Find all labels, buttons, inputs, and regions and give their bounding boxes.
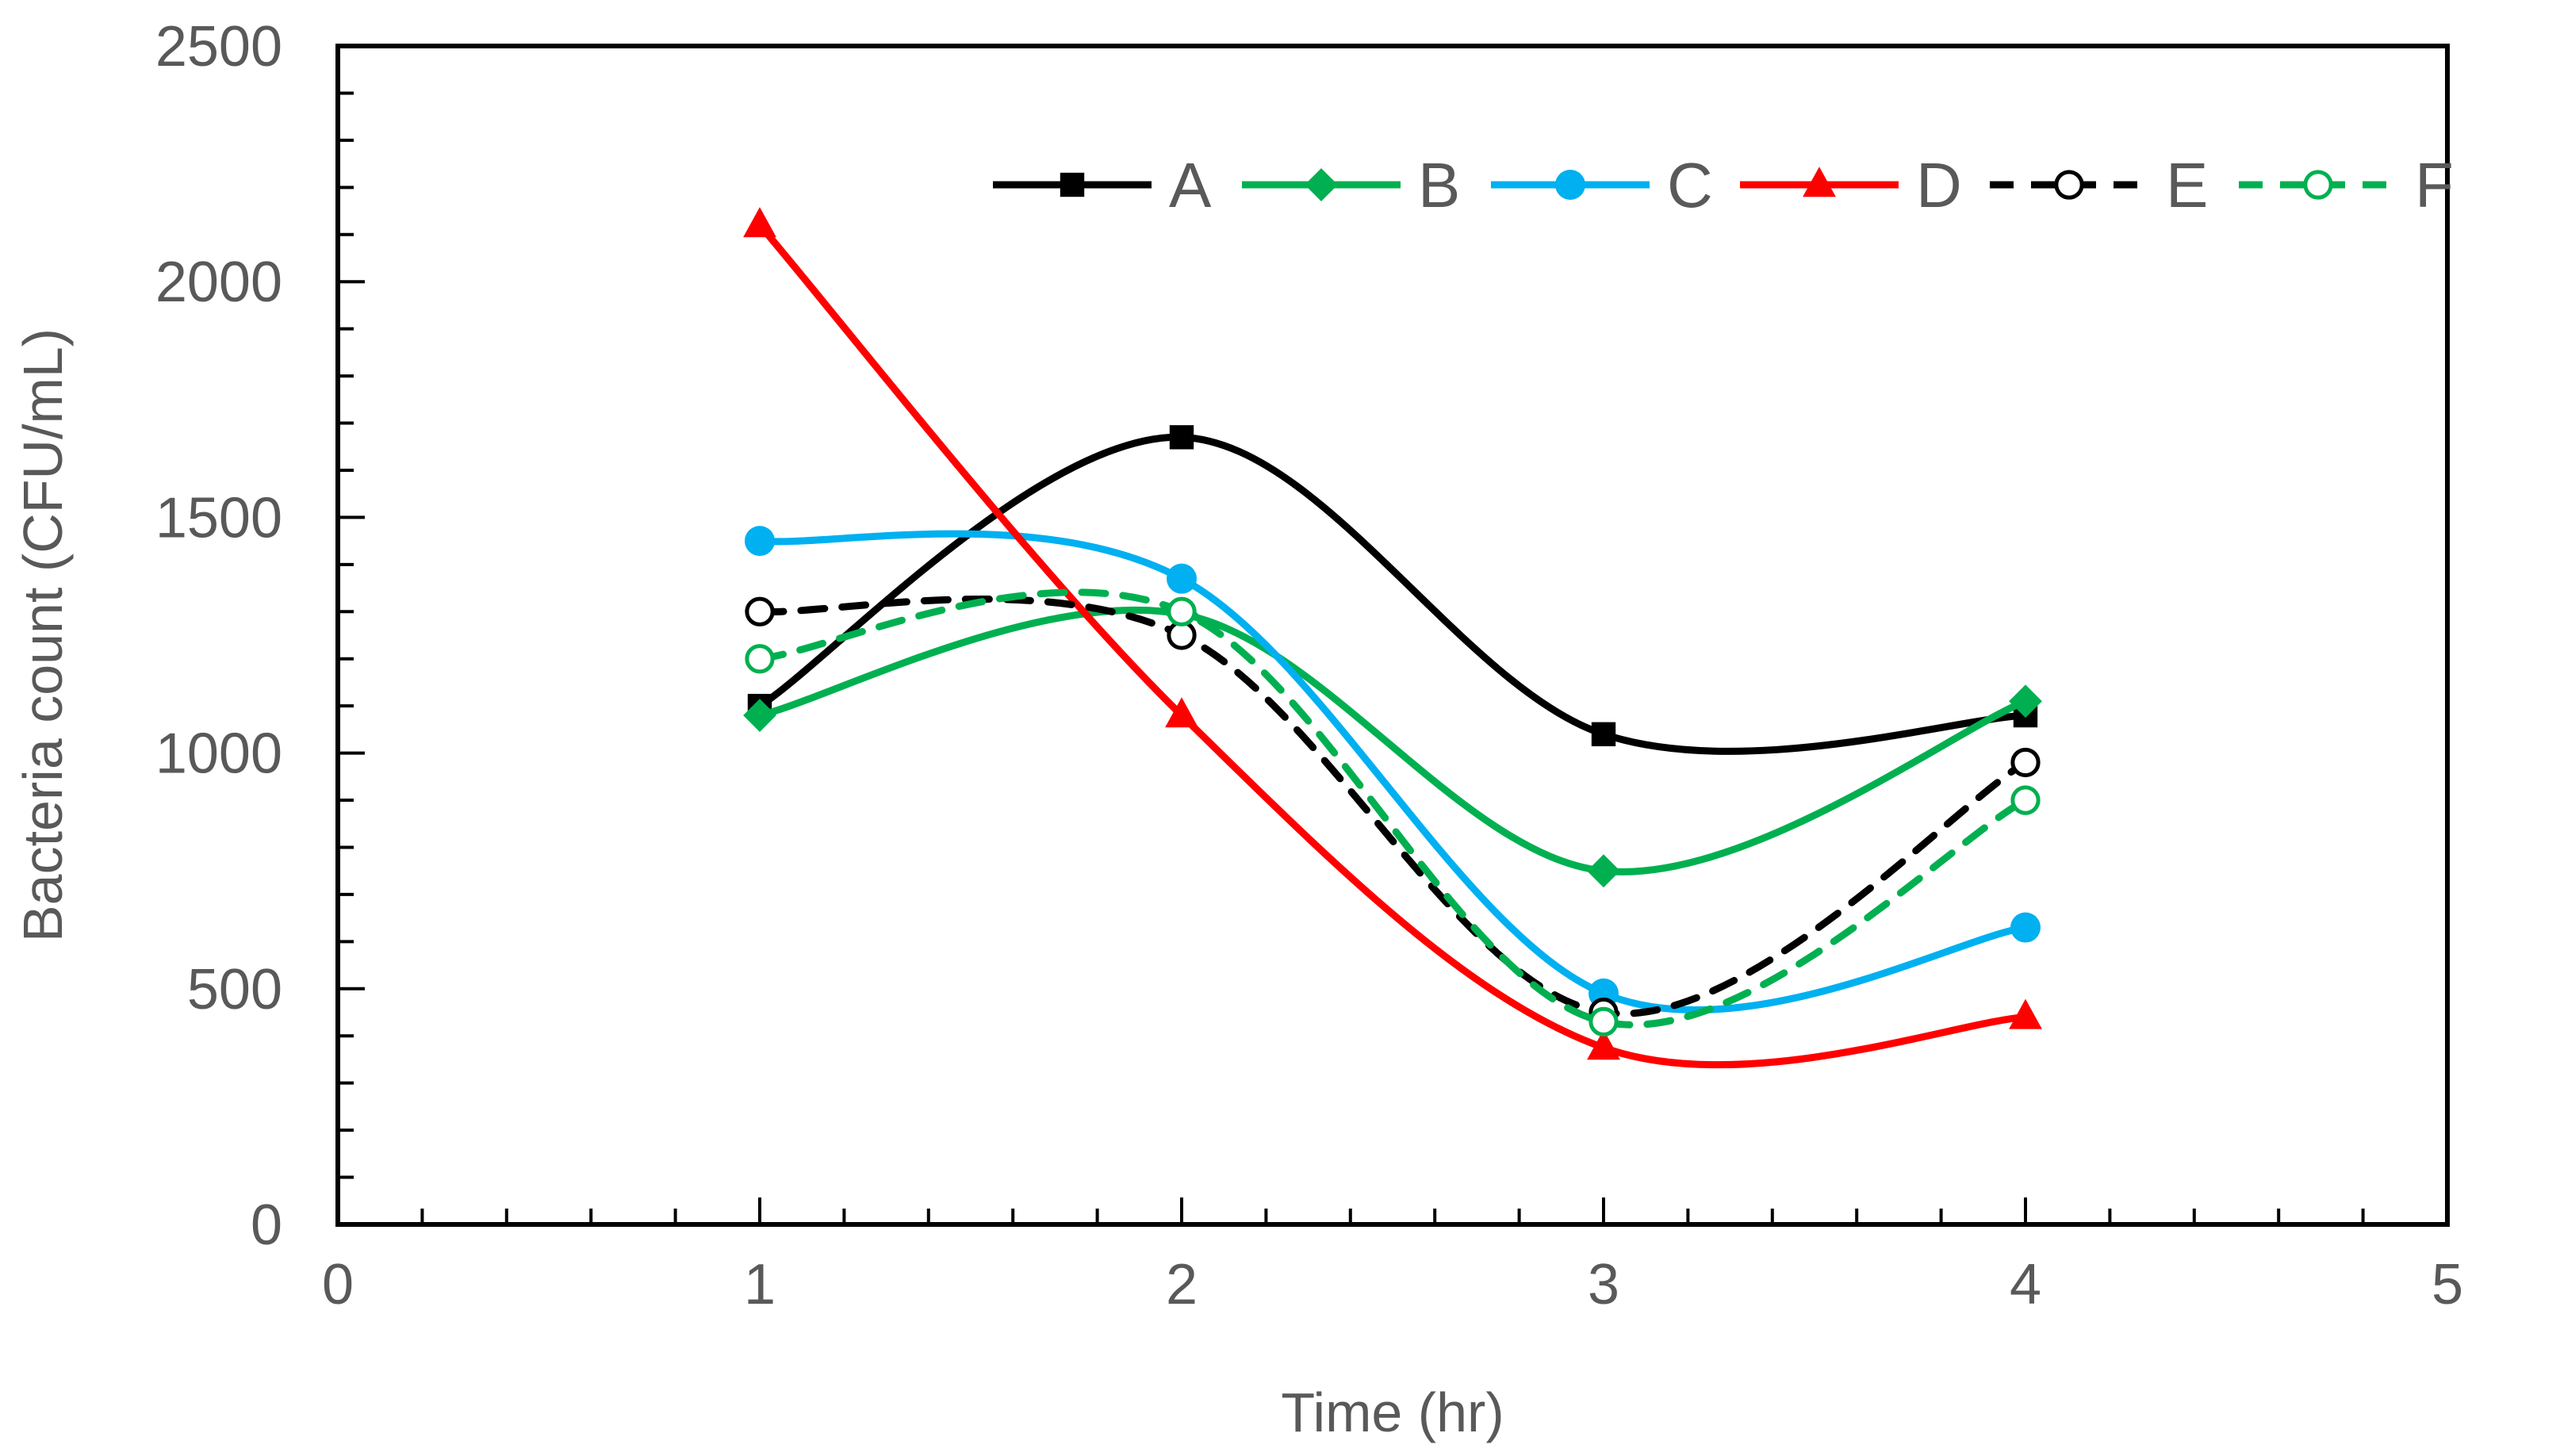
x-tick-label: 4 xyxy=(2010,1253,2041,1316)
legend-entry-f-label: F xyxy=(2415,150,2454,220)
series-f-line xyxy=(756,588,2029,1029)
legend-entry-b: B xyxy=(1242,150,1460,220)
legend-entry-f: F xyxy=(2239,150,2454,220)
y-axis-label: Bacteria count (CFU/mL) xyxy=(12,328,74,942)
y-tick-label: 0 xyxy=(251,1194,282,1257)
legend-entry-e-label: E xyxy=(2166,150,2208,220)
series-b-point xyxy=(743,699,776,732)
series-f-point xyxy=(1589,1006,1619,1037)
x-tick-label: 0 xyxy=(322,1253,354,1316)
series-e-point xyxy=(745,596,775,626)
x-tick-label: 2 xyxy=(1166,1253,1198,1316)
legend-entry-a: A xyxy=(993,150,1212,220)
legend-entry-f-swatch-marker xyxy=(2303,170,2333,200)
series-e xyxy=(745,596,2041,1028)
legend-entry-d: D xyxy=(1740,150,1962,220)
y-tick-label: 1500 xyxy=(155,486,282,550)
series-a-point xyxy=(1591,722,1616,747)
x-tick-label: 5 xyxy=(2432,1253,2463,1316)
legend-entry-b-label: B xyxy=(1418,150,1460,220)
plot-area-frame xyxy=(335,44,2450,1227)
series-b-line xyxy=(756,606,2029,876)
series-a-point xyxy=(1169,425,1194,450)
series-d-point xyxy=(743,207,776,238)
series-c-point xyxy=(2010,912,2041,943)
series-e-line xyxy=(756,596,2029,1017)
series-d-point xyxy=(1165,697,1198,728)
series-c-point xyxy=(745,526,775,557)
series-c-line xyxy=(756,530,2029,1014)
y-tick-label: 1000 xyxy=(155,722,282,786)
series-f-point xyxy=(745,644,775,674)
legend-entry-c-swatch-marker xyxy=(1555,170,1585,200)
legend-entry-b-swatch-marker xyxy=(1305,168,1338,201)
axis-layer: 0 1 2 3 4 5 0 500 1000 1500 2000 2500 xyxy=(155,15,2463,1316)
series-b-point xyxy=(1587,854,1620,888)
series-a xyxy=(747,425,2038,755)
series-f-point xyxy=(1167,596,1197,626)
y-tick-label: 500 xyxy=(187,958,282,1021)
legend: A B C D E F xyxy=(993,150,2454,220)
series-b-point xyxy=(2009,684,2042,718)
series-a-line xyxy=(756,433,2029,755)
legend-entry-e-swatch-marker xyxy=(2054,170,2084,200)
series-f xyxy=(745,588,2041,1037)
x-tick-label: 1 xyxy=(744,1253,776,1316)
series-e-point xyxy=(2010,747,2041,778)
series-d xyxy=(743,207,2042,1069)
legend-entry-c: C xyxy=(1491,150,1713,220)
legend-entry-a-label: A xyxy=(1169,150,1212,220)
series-d-point xyxy=(1587,1029,1620,1060)
legend-entry-a-swatch-marker xyxy=(1060,172,1085,197)
series-d-line xyxy=(756,221,2029,1069)
legend-entry-c-label: C xyxy=(1667,150,1713,220)
series-layer xyxy=(743,207,2042,1069)
series-f-point xyxy=(2010,785,2041,815)
series-d-point xyxy=(2009,998,2042,1029)
legend-entry-d-swatch-marker xyxy=(1803,167,1836,197)
series-c-point xyxy=(1167,563,1197,594)
x-axis-label: Time (hr) xyxy=(1281,1381,1504,1443)
legend-entry-e: E xyxy=(1990,150,2208,220)
y-tick-label: 2000 xyxy=(155,251,282,314)
x-tick-label: 3 xyxy=(1588,1253,1619,1316)
y-tick-label: 2500 xyxy=(155,15,282,79)
legend-entry-d-label: D xyxy=(1916,150,1962,220)
